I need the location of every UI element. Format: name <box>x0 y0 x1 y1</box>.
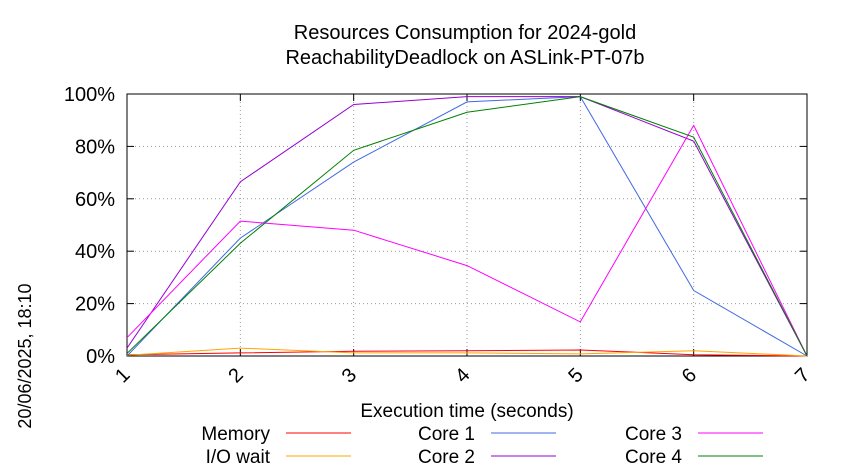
legend-item: Core 1 <box>418 424 556 445</box>
legend-label: Memory <box>201 424 270 445</box>
x-tick-label: 1 <box>111 364 134 387</box>
legend-item: Memory <box>201 424 351 445</box>
x-tick-label: 5 <box>564 364 587 387</box>
legend-label: Core 2 <box>418 447 475 468</box>
y-tick-label: 60% <box>75 189 115 211</box>
legend-label: Core 3 <box>625 424 682 445</box>
legend-item: Core 3 <box>625 424 763 445</box>
y-tick-label: 0% <box>86 346 115 368</box>
plot-area <box>126 93 808 357</box>
plot-border <box>126 93 808 357</box>
x-tick-label: 3 <box>338 364 361 387</box>
legend-label: Core 4 <box>625 447 682 468</box>
series-line-core-2 <box>126 96 808 357</box>
series-lines <box>126 96 808 357</box>
chart-title: Resources Consumption for 2024-gold <box>294 22 636 44</box>
legend-item: Core 2 <box>418 447 556 468</box>
chart-subtitle: ReachabilityDeadlock on ASLink-PT-07b <box>285 47 644 69</box>
series-line-i-o-wait <box>126 347 808 357</box>
series-line-core-4 <box>126 96 808 357</box>
y-tick-label: 20% <box>75 294 115 316</box>
series-line-core-1 <box>126 96 808 357</box>
y-tick-label: 80% <box>75 136 115 158</box>
legend-item: Core 4 <box>625 447 763 468</box>
y-axis: 0% 20% 40% 60% 80% 100% <box>64 84 807 368</box>
legend-item: I/O wait <box>206 447 351 468</box>
y-tick-label: 40% <box>75 241 115 263</box>
x-axis: 1 2 3 4 5 6 7 <box>111 94 814 387</box>
legend-label: Core 1 <box>418 424 475 445</box>
y-tick-label: 100% <box>64 84 115 106</box>
series-line-memory <box>126 349 808 357</box>
grid <box>127 94 807 356</box>
x-tick-label: 6 <box>678 364 701 387</box>
x-tick-label: 4 <box>451 364 474 387</box>
x-tick-label: 7 <box>791 364 814 387</box>
legend-label: I/O wait <box>206 447 271 468</box>
side-timestamp: 20/06/2025, 18:10 <box>15 283 35 428</box>
series-line-core-3 <box>126 124 808 357</box>
x-axis-label: Execution time (seconds) <box>360 401 573 422</box>
x-tick-label: 2 <box>224 364 247 387</box>
